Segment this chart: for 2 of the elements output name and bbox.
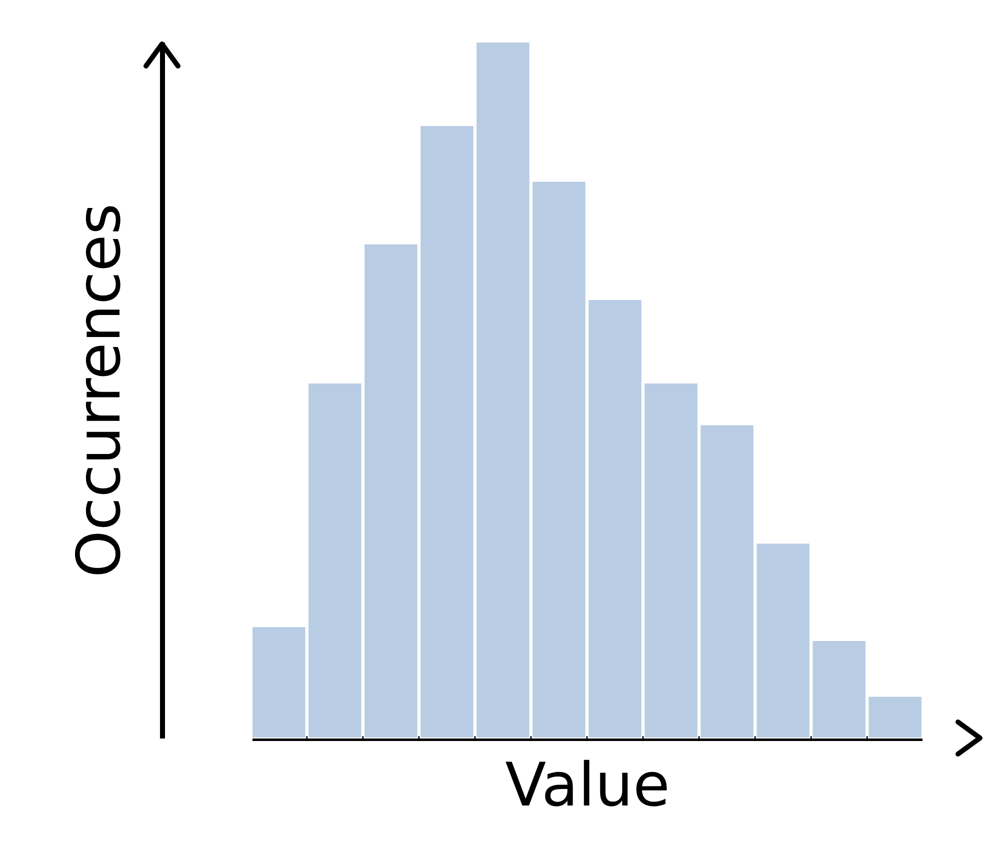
x-axis-title: Value — [505, 750, 670, 820]
y-axis-title: Occurrences — [64, 203, 134, 578]
